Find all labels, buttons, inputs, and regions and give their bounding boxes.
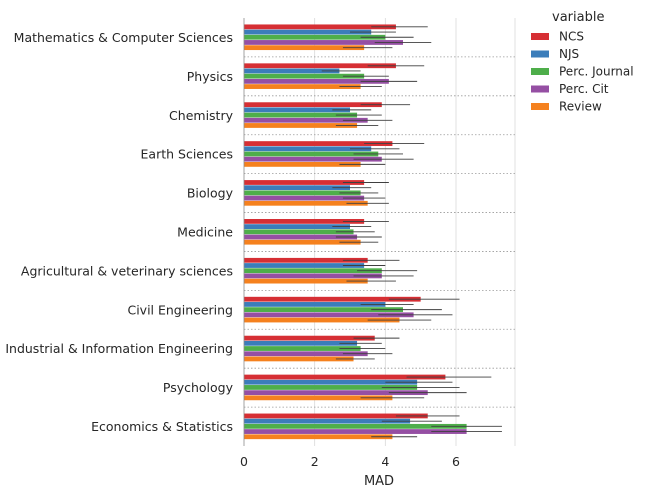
y-tick-label-physics: Physics: [187, 69, 233, 84]
bar-ncs-industrial-and-information-engineering: [244, 335, 375, 341]
bar-perc-cit-industrial-and-information-engineering: [244, 351, 368, 357]
y-tick-label-biology: Biology: [187, 186, 234, 201]
bar-ncs-economics-and-statistics: [244, 413, 428, 419]
bar-njs-agricultural-and-veterinary-sciences: [244, 263, 365, 268]
bar-review-economics-and-statistics: [244, 434, 393, 440]
bar-njs-psychology: [244, 379, 418, 385]
bar-ncs-physics: [244, 63, 396, 69]
y-tick-label-industrial-and-information-engineering: Industrial & Information Engineering: [5, 341, 233, 356]
bar-ncs-agricultural-and-veterinary-sciences: [244, 257, 368, 263]
bar-ncs-civil-engineering: [244, 296, 421, 302]
bar-perc-cit-psychology: [244, 390, 428, 396]
bar-njs-industrial-and-information-engineering: [244, 340, 358, 346]
legend-label-njs: NJS: [559, 47, 579, 61]
bar-perc-journal-civil-engineering: [244, 307, 403, 313]
bar-njs-medicine: [244, 224, 350, 229]
legend: variable NCS NJS Perc. Journal Perc. Cit Revi…: [531, 10, 634, 114]
y-tick-label-economics-and-statistics: Economics & Statistics: [91, 419, 233, 434]
bar-perc-journal-physics: [244, 73, 365, 79]
bar-njs-economics-and-statistics: [244, 418, 411, 424]
bar-njs-biology: [244, 185, 350, 191]
bar-ncs-chemistry: [244, 102, 382, 108]
bar-review-chemistry: [244, 123, 358, 128]
bar-perc-journal-economics-and-statistics: [244, 423, 467, 429]
bar-review-biology: [244, 200, 368, 206]
bar-ncs-mathematics-and-computer-sciences: [244, 24, 396, 30]
bar-njs-civil-engineering: [244, 302, 386, 307]
bar-perc-cit-economics-and-statistics: [244, 429, 467, 434]
bar-perc-cit-chemistry: [244, 117, 368, 123]
bar-review-psychology: [244, 395, 393, 401]
legend-swatch-njs: [531, 50, 549, 58]
bar-perc-journal-industrial-and-information-engineering: [244, 346, 361, 351]
bar-perc-journal-earth-sciences: [244, 151, 379, 157]
bar-ncs-biology: [244, 180, 365, 185]
bar-perc-cit-mathematics-and-computer-sciences: [244, 40, 403, 45]
bar-review-physics: [244, 84, 361, 89]
legend-label-ncs: NCS: [559, 30, 584, 44]
bar-perc-cit-agricultural-and-veterinary-sciences: [244, 273, 382, 279]
bar-njs-mathematics-and-computer-sciences: [244, 29, 372, 35]
bar-perc-journal-agricultural-and-veterinary-sciences: [244, 268, 382, 274]
bar-ncs-medicine: [244, 219, 365, 224]
bar-review-medicine: [244, 239, 361, 245]
legend-label-perc-cit: Perc. Cit: [559, 82, 609, 96]
bars: [244, 24, 467, 440]
x-tick-label-0: 0: [240, 454, 248, 469]
bar-perc-cit-earth-sciences: [244, 156, 382, 162]
y-tick-label-mathematics-and-computer-sciences: Mathematics & Computer Sciences: [14, 30, 233, 45]
x-tick-label-2: 2: [311, 454, 319, 469]
bar-perc-journal-biology: [244, 190, 361, 196]
y-tick-label-earth-sciences: Earth Sciences: [141, 147, 233, 162]
bar-njs-earth-sciences: [244, 146, 372, 152]
y-tick-label-chemistry: Chemistry: [169, 108, 234, 123]
legend-label-review: Review: [559, 100, 602, 114]
bar-review-agricultural-and-veterinary-sciences: [244, 278, 368, 284]
y-tick-label-psychology: Psychology: [163, 380, 234, 395]
bar-perc-journal-mathematics-and-computer-sciences: [244, 34, 386, 40]
legend-label-perc-journal: Perc. Journal: [559, 65, 634, 79]
x-axis-title: MAD: [364, 474, 394, 489]
bar-review-earth-sciences: [244, 161, 361, 167]
error-bars: [321, 26, 502, 438]
bar-perc-cit-medicine: [244, 234, 358, 240]
y-tick-label-medicine: Medicine: [177, 225, 233, 240]
bar-njs-chemistry: [244, 107, 350, 113]
y-tick-label-civil-engineering: Civil Engineering: [127, 302, 233, 317]
bar-njs-physics: [244, 68, 340, 74]
x-tick-label-4: 4: [381, 454, 389, 469]
y-tick-label-agricultural-and-veterinary-sciences: Agricultural & veterinary sciences: [21, 263, 233, 278]
bar-ncs-psychology: [244, 374, 446, 380]
bar-perc-cit-physics: [244, 78, 389, 84]
bar-perc-journal-chemistry: [244, 112, 358, 118]
legend-swatch-perc-cit: [531, 85, 549, 93]
legend-swatch-perc-journal: [531, 68, 549, 75]
axes: Mathematics & Computer Sciences Physics Ch…: [5, 18, 460, 489]
bar-review-mathematics-and-computer-sciences: [244, 45, 365, 51]
bar-perc-journal-psychology: [244, 385, 418, 390]
bar-review-civil-engineering: [244, 317, 400, 323]
bar-perc-cit-biology: [244, 195, 365, 201]
legend-swatch-review: [531, 103, 549, 110]
bar-review-industrial-and-information-engineering: [244, 356, 354, 362]
x-tick-label-6: 6: [452, 454, 460, 469]
bar-perc-cit-civil-engineering: [244, 312, 414, 318]
legend-swatch-ncs: [531, 33, 549, 40]
legend-title: variable: [552, 10, 604, 25]
bar-perc-journal-medicine: [244, 229, 354, 235]
bar-ncs-earth-sciences: [244, 141, 393, 146]
